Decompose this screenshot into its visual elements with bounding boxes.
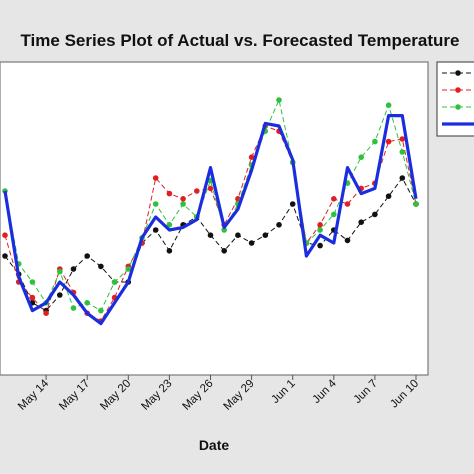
series-0-point (84, 253, 90, 259)
series-2-point (98, 307, 104, 314)
series-2-point (180, 201, 186, 207)
series-2-point (331, 211, 337, 218)
series-2-point (84, 300, 90, 306)
series-0-point (385, 193, 392, 199)
plot-area (0, 61, 429, 376)
series-0-point (399, 175, 406, 181)
series-2-point (70, 305, 77, 311)
series-1-point (194, 188, 200, 194)
series-1-point (331, 196, 337, 202)
series-0-point (207, 232, 214, 238)
series-2-point (111, 279, 118, 285)
series-0-point (221, 248, 227, 254)
series-2-point (29, 279, 36, 285)
series-0-point (98, 263, 104, 270)
series-0-point (344, 237, 351, 244)
series-2-point (152, 201, 159, 207)
series-0-point (372, 211, 378, 218)
series-2-point (125, 266, 132, 272)
series-1-point (344, 201, 351, 207)
legend-entries (442, 70, 474, 126)
series-2-point (166, 222, 173, 228)
series-1-point (180, 196, 186, 202)
series-0-point (166, 248, 173, 254)
series-1-point (43, 310, 49, 317)
series-layer (2, 97, 419, 326)
x-axis-label: Date (199, 437, 230, 453)
legend-marker-2 (455, 104, 461, 110)
series-1-point (399, 136, 406, 142)
series-0-point (262, 232, 269, 238)
series-0-point (152, 227, 159, 233)
series-2-point (372, 138, 378, 145)
series-1-point (152, 175, 159, 181)
series-0-point (358, 219, 365, 225)
series-2-point (358, 154, 365, 160)
chart-title: Time Series Plot of Actual vs. Forecaste… (20, 31, 459, 50)
series-line-3 (3, 113, 418, 326)
series-0-point (2, 253, 8, 259)
series-2-point (276, 97, 282, 103)
series-1-point (2, 232, 8, 238)
legend-marker-0 (455, 70, 461, 76)
series-0-point (289, 201, 296, 207)
series-1-point (248, 154, 255, 160)
series-1-point (385, 138, 392, 145)
series-2-point (399, 149, 406, 155)
legend (436, 61, 474, 137)
series-0-point (317, 242, 323, 249)
series-2-point (385, 102, 392, 108)
series-0-point (276, 222, 282, 228)
series-2-point (221, 227, 227, 233)
series-2-point (57, 268, 63, 275)
series-1-point (166, 190, 173, 197)
series-0-point (57, 292, 63, 298)
series-2-point (413, 201, 419, 207)
legend-marker-1 (455, 87, 461, 93)
series-1-point (29, 294, 36, 301)
series-0-point (235, 232, 241, 238)
series-0-point (248, 240, 255, 246)
series-1-point (317, 222, 323, 228)
series-0-point (70, 266, 77, 272)
series-2-point (317, 227, 323, 233)
